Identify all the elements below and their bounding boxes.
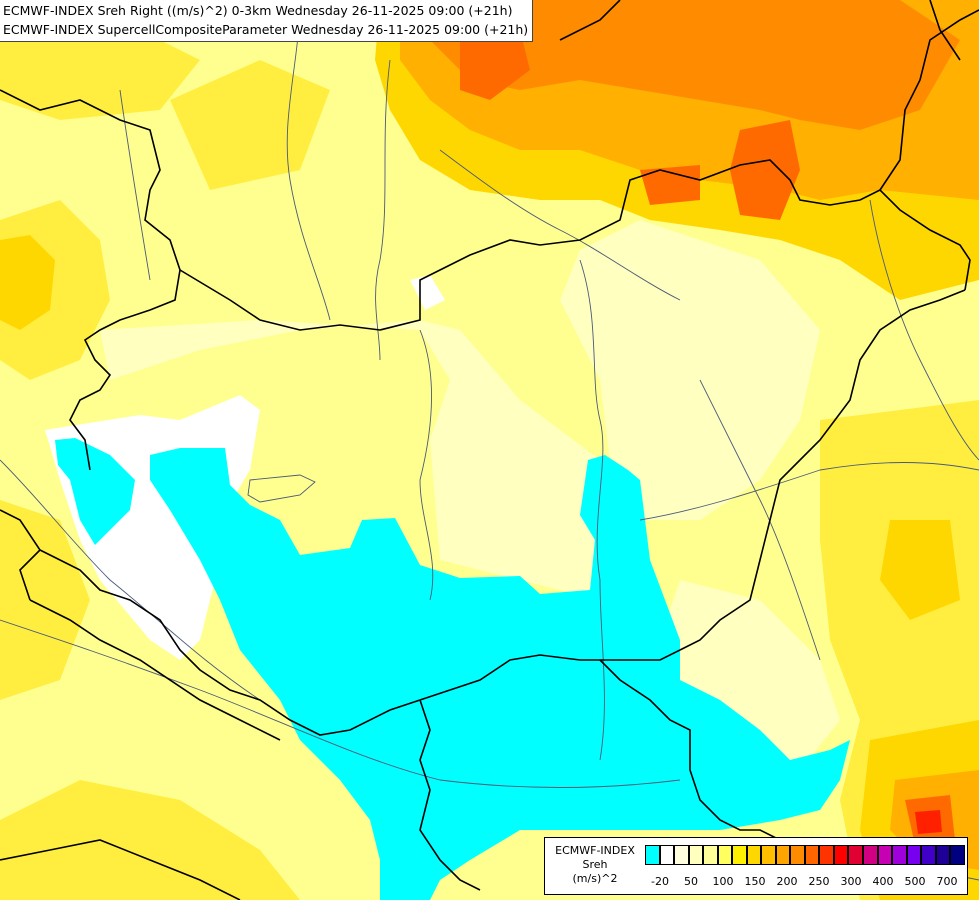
legend-swatch [848,845,863,865]
legend-tick-label: 200 [776,875,798,888]
legend-swatch [950,845,965,865]
river-8 [119,89,151,281]
border-northeast [929,0,961,61]
header-line-scp: ECMWF-INDEX SupercellCompositeParameter … [3,22,529,37]
border-croatia-serbia [419,699,481,891]
legend-swatch [862,845,878,865]
field-cyan-main [150,448,850,900]
river-5 [699,379,821,661]
legend-title: ECMWF-INDEX Sreh (m/s)^2 [549,844,641,886]
river-4 [0,459,261,701]
legend-swatch [804,845,820,865]
legend-swatch [877,845,893,865]
legend-tick-label: -20 [651,875,669,888]
legend-swatch [921,845,936,865]
river-danube [419,329,434,601]
border-slovenia [0,509,42,601]
border-croatia-bosnia [29,599,281,741]
legend-title-model: ECMWF-INDEX [555,844,635,857]
lake-balaton [247,474,316,503]
legend-swatch [746,845,762,865]
field-yellow-north-2 [0,20,200,120]
legend-swatch [761,845,776,865]
river-tisza [579,259,605,761]
legend-tick-label: 300 [840,875,862,888]
field-dark-orange-3 [640,165,700,205]
border-serbia-romania [599,659,781,841]
header-line-sreh: ECMWF-INDEX Sreh Right ((m/s)^2) 0-3km W… [3,3,513,18]
field-yellow-southwest [0,500,90,700]
river-drava [0,619,681,788]
legend-title-unit: (m/s)^2 [572,872,618,885]
border-hungary-romania [679,289,966,651]
legend-swatch [659,845,675,865]
field-orange-north [420,0,960,130]
field-cyan-west [55,438,135,545]
legend: ECMWF-INDEX Sreh (m/s)^2 -20 50 100 150 200 2… [544,837,968,895]
legend-swatch [732,845,747,865]
border-slovakia-ukraine [879,9,979,191]
legend-swatch [892,845,907,865]
legend-tick-label: 100 [712,875,734,888]
legend-swatch [935,845,951,865]
legend-labels: -20 50 100 150 200 250 300 400 500 700 [645,875,965,889]
map-header: ECMWF-INDEX Sreh Right ((m/s)^2) 0-3km W… [0,0,534,42]
field-dark-orange-2 [730,120,800,220]
river-3 [639,462,979,521]
river-1 [286,0,331,321]
legend-swatch [775,845,791,865]
field-gold-east [880,520,960,620]
legend-colorbar [645,845,965,865]
legend-swatch [674,845,689,865]
legend-swatch [906,845,922,865]
legend-tick-label: 250 [808,875,830,888]
field-gold-west [0,235,55,330]
border-bosnia-south [0,839,241,900]
legend-swatch [688,845,704,865]
field-yellow-north-1 [170,60,330,190]
legend-tick-label: 500 [904,875,926,888]
border-slovakia-hungary [179,159,971,331]
legend-title-param: Sreh [582,858,608,871]
legend-swatch [703,845,718,865]
legend-tick-label: 400 [872,875,894,888]
field-pale-east [560,220,820,520]
legend-swatch [717,845,733,865]
legend-tick-label: 150 [744,875,766,888]
border-hungary-south [39,549,681,736]
border-north [559,0,621,41]
field-yellow-southwest-2 [0,780,300,900]
field-white-small [410,275,445,310]
legend-tick-label: 50 [684,875,698,888]
river-7 [439,149,681,301]
field-dark-orange-1 [460,30,530,100]
river-6 [869,199,979,461]
legend-swatch [790,845,805,865]
legend-swatch [819,845,834,865]
field-pale-central [100,320,600,600]
field-red-southeast [915,810,942,834]
legend-swatch [645,845,660,865]
legend-tick-label: 700 [936,875,958,888]
rivers-layer [0,0,979,881]
legend-swatch [833,845,849,865]
border-austria-hungary [0,89,181,471]
river-2 [375,59,391,361]
